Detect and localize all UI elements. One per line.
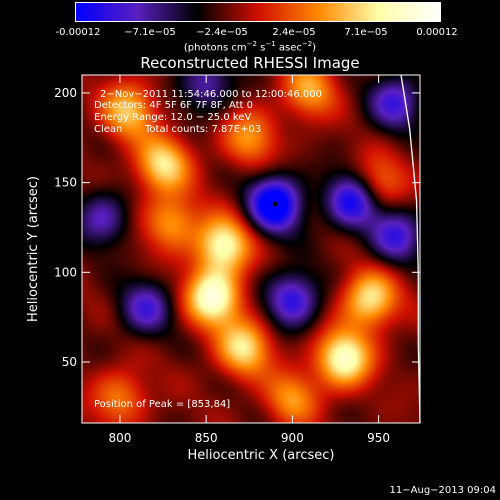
annotation-total-counts: Total counts: 7.87E+03 [144, 124, 261, 135]
colorbar-tick-label: −2.4e−05 [196, 27, 248, 38]
y-axis-label: Heliocentric Y (arcsec) [26, 176, 41, 322]
annotation-clean: Clean [94, 124, 122, 135]
plot-frame [81, 74, 421, 424]
colorbar-frame [75, 2, 441, 22]
annotation-time-range: 2−Nov−2011 11:54:46.000 to 12:00:46.000 [100, 89, 322, 100]
annotation-energy-range: Energy Range: 12.0 − 25.0 keV [94, 112, 251, 123]
x-tick-label: 850 [195, 431, 218, 445]
x-axis-label: Heliocentric X (arcsec) [188, 448, 335, 463]
y-tick-label: 50 [62, 355, 77, 369]
x-tick-label: 900 [281, 431, 304, 445]
colorbar-tick-label: 7.1e−05 [344, 27, 388, 38]
x-tick-label: 800 [108, 431, 131, 445]
chart-title: Reconstructed RHESSI Image [140, 54, 360, 72]
colorbar [76, 3, 440, 21]
y-tick-label: 150 [54, 176, 77, 190]
colorbar-tick-label: −7.1e−05 [124, 27, 176, 38]
colorbar-tick-label: -0.00012 [55, 27, 101, 38]
footer-date: 11−Aug−2013 09:04 [389, 485, 496, 496]
colorbar-tick-label: 0.00012 [416, 27, 458, 38]
x-tick-label: 950 [367, 431, 390, 445]
solar-limb-line [400, 74, 421, 424]
peak-marker [272, 201, 278, 207]
y-tick-label: 100 [54, 265, 77, 279]
annotation-detectors: Detectors: 4F 5F 6F 7F 8F, Att 0 [94, 100, 253, 111]
colorbar-units: (photons cm−2 s−1 asec−2) [183, 40, 317, 54]
y-tick-label: 200 [54, 86, 77, 100]
annotation-peak-position: Position of Peak = [853,84] [94, 399, 230, 410]
colorbar-tick-label: 2.4e−05 [272, 27, 316, 38]
heatmap-image [82, 75, 420, 423]
